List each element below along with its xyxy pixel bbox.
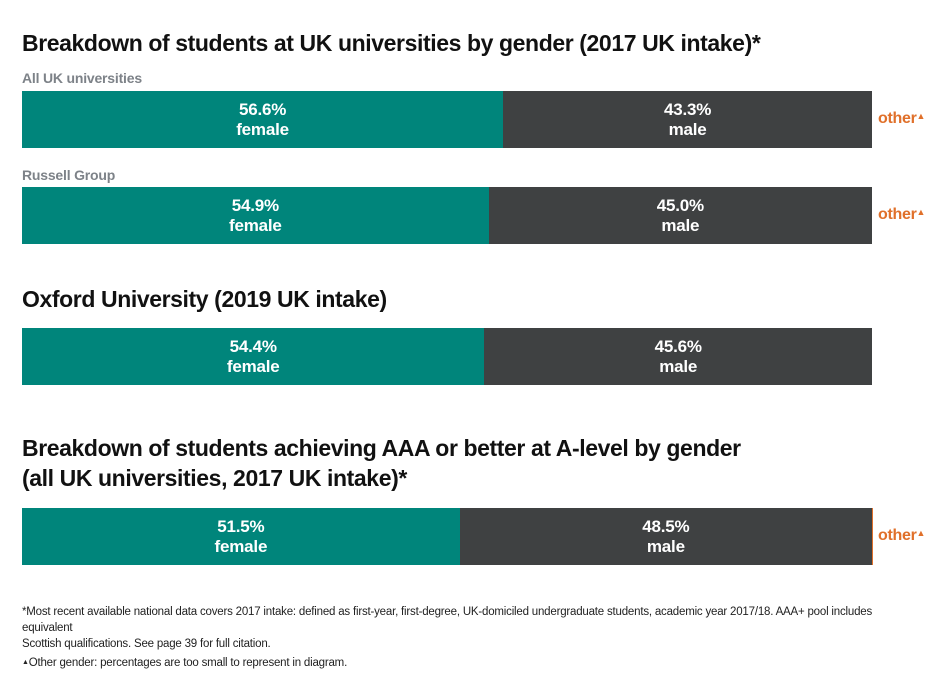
other-label: other xyxy=(878,110,917,127)
male-series-label: male xyxy=(661,215,700,235)
male-series-label: male xyxy=(646,536,685,556)
other-divider xyxy=(872,508,873,565)
bar-oxford: 54.4% female 45.6% male xyxy=(22,328,872,385)
footnote-other: ▲Other gender: percentages are too small… xyxy=(22,655,922,671)
row-label-all-uk: All UK universities xyxy=(22,70,142,86)
male-value-label: 45.0% xyxy=(656,195,704,215)
male-series-label: male xyxy=(668,119,707,139)
triangle-icon: ▲ xyxy=(916,111,926,121)
title-uk-universities: Breakdown of students at UK universities… xyxy=(22,30,761,56)
bar-segment-female: 56.6% female xyxy=(22,91,504,148)
other-note-aaa: other▲ xyxy=(878,527,925,545)
male-value-label: 43.3% xyxy=(663,99,712,119)
female-series-label: female xyxy=(214,536,268,556)
row-label-russell-group: Russell Group xyxy=(22,167,116,183)
bar-russell-group: 54.9% female 45.0% male xyxy=(22,187,872,244)
male-value-label: 45.6% xyxy=(654,336,702,356)
female-value-label: 56.6% xyxy=(238,99,287,119)
other-note-russell-group: other▲ xyxy=(878,206,925,224)
triangle-icon: ▲ xyxy=(22,659,29,666)
footnote-asterisk: *Most recent available national data cov… xyxy=(22,604,922,652)
female-value-label: 51.5% xyxy=(217,516,265,536)
footnote-line-1: *Most recent available national data cov… xyxy=(22,606,873,634)
female-value-label: 54.4% xyxy=(229,336,277,356)
bar-segment-female: 54.4% female xyxy=(22,328,485,385)
title-aaa-line2: (all UK universities, 2017 UK intake)* xyxy=(22,465,407,491)
triangle-icon: ▲ xyxy=(916,207,926,217)
title-oxford: Oxford University (2019 UK intake) xyxy=(22,286,387,312)
bar-segment-male: 45.0% male xyxy=(488,187,872,244)
other-note-all-uk: other▲ xyxy=(878,110,925,128)
bar-segment-female: 51.5% female xyxy=(22,508,460,565)
bar-segment-male: 43.3% male xyxy=(503,91,872,148)
female-series-label: female xyxy=(228,215,282,235)
bar-segment-male: 45.6% male xyxy=(484,328,872,385)
triangle-icon: ▲ xyxy=(916,528,926,538)
footnote-other-text: Other gender: percentages are too small … xyxy=(28,657,348,669)
other-label: other xyxy=(878,206,917,223)
footnote-line-2: Scottish qualifications. See page 39 for… xyxy=(22,638,271,650)
female-series-label: female xyxy=(226,356,280,376)
female-value-label: 54.9% xyxy=(231,195,279,215)
other-label: other xyxy=(878,527,917,544)
male-series-label: male xyxy=(659,356,698,376)
bar-segment-male: 48.5% male xyxy=(459,508,872,565)
title-aaa-line1: Breakdown of students achieving AAA or b… xyxy=(22,435,741,461)
bar-all-uk: 56.6% female 43.3% male xyxy=(22,91,872,148)
male-value-label: 48.5% xyxy=(642,516,690,536)
bar-aaa: 51.5% female 48.5% male xyxy=(22,508,872,565)
female-series-label: female xyxy=(236,119,289,139)
bar-segment-female: 54.9% female xyxy=(22,187,489,244)
